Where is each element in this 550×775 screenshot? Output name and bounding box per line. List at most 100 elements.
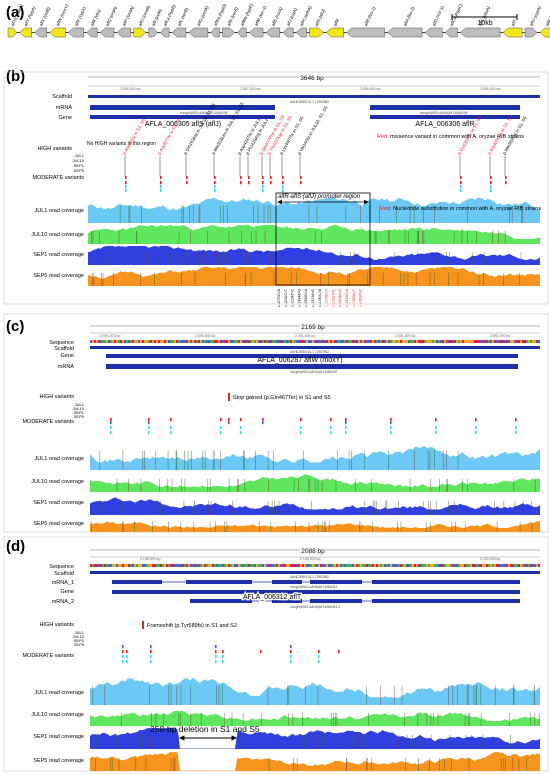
sequence-base bbox=[228, 340, 230, 343]
sequence-base bbox=[374, 564, 376, 567]
sequence-base bbox=[310, 340, 312, 343]
sequence-base bbox=[168, 340, 170, 343]
sequence-base bbox=[370, 564, 372, 567]
variant-tick bbox=[505, 176, 507, 180]
sequence-base bbox=[452, 564, 454, 567]
sequence-base bbox=[128, 340, 130, 343]
sequence-base bbox=[286, 564, 288, 567]
sequence-base bbox=[354, 564, 356, 567]
gene-arrow bbox=[524, 27, 538, 38]
panel-d-sample-jul1: JUL1 bbox=[75, 630, 85, 635]
sequence-base bbox=[150, 340, 152, 343]
sequence-base bbox=[380, 564, 382, 567]
sequence-base bbox=[336, 564, 338, 567]
sequence-base bbox=[526, 340, 528, 343]
variant-tick bbox=[126, 650, 128, 654]
sequence-base bbox=[510, 564, 512, 567]
sequence-base bbox=[482, 340, 484, 343]
sequence-base bbox=[326, 340, 328, 343]
panel-b-tick-1: 2,558,000 bp bbox=[120, 87, 140, 91]
promoter-nt-substitutions: c.-2070G>A c.-2051C>T c.-2034T>C c.-1994A>G… bbox=[277, 288, 363, 307]
panel-d-tick-3: 2,200,000 bp bbox=[480, 557, 500, 561]
sequence-base bbox=[298, 340, 300, 343]
sequence-base bbox=[200, 340, 202, 343]
sequence-base bbox=[210, 340, 212, 343]
panel-c-row-jul1: JUL1 read coverage bbox=[34, 456, 84, 462]
panel-c-sample-sep5: SEP5 bbox=[74, 414, 85, 419]
promoter-nt-label: c.-1994A>G bbox=[297, 289, 301, 308]
variant-tick bbox=[148, 431, 150, 435]
sequence-base bbox=[522, 564, 524, 567]
coverage-area bbox=[88, 246, 540, 265]
sequence-base bbox=[438, 340, 440, 343]
variant-tick bbox=[126, 660, 128, 664]
panel-d-row-jul10: JUL10 read coverage bbox=[31, 712, 84, 718]
sequence-base bbox=[532, 340, 534, 343]
sequence-base bbox=[146, 564, 148, 567]
sequence-base bbox=[370, 340, 372, 343]
promoter-nt-label: c.-1780C>A bbox=[318, 288, 322, 307]
sequence-base bbox=[390, 564, 392, 567]
sequence-base bbox=[98, 564, 100, 567]
sequence-base bbox=[116, 564, 118, 567]
sequence-base bbox=[368, 564, 370, 567]
mrna-id-left: rna-gnl|WGS:AAHA|AFLA006305 bbox=[180, 111, 228, 115]
gene-cluster-map: aflYa (nadA)aflY (hypA) aflX (ordB) aflW (… bbox=[7, 2, 550, 38]
sequence-base bbox=[364, 340, 366, 343]
variant-tick bbox=[148, 418, 150, 422]
variant-tick bbox=[150, 655, 152, 659]
gene-arrow-label: aflJ (estA) bbox=[285, 7, 298, 27]
sequence-base bbox=[534, 340, 536, 343]
sequence-base bbox=[534, 564, 536, 567]
sequence-base bbox=[286, 340, 288, 343]
panel-b-row-scaffold: Scaffold bbox=[52, 94, 72, 100]
sequence-base bbox=[124, 340, 126, 343]
gene-arrow-label: aflQ (ordA) bbox=[104, 5, 118, 27]
sequence-base bbox=[508, 340, 510, 343]
variant-tick bbox=[282, 185, 284, 189]
variant-tick bbox=[515, 431, 517, 435]
gene-arrow-label: aflV (cypX) bbox=[73, 5, 87, 27]
sequence-base bbox=[178, 564, 180, 567]
sequence-base bbox=[166, 340, 168, 343]
sequence-base bbox=[176, 564, 178, 567]
variant-tick bbox=[435, 426, 437, 430]
gene-arrow bbox=[210, 27, 220, 38]
gene-aflW-label: AFLA_006287 aflW (moxY) bbox=[257, 357, 342, 364]
mrna-1-track bbox=[112, 580, 520, 584]
sequence-base bbox=[460, 564, 462, 567]
sequence-base bbox=[474, 564, 476, 567]
sequence-base bbox=[524, 564, 526, 567]
sequence-base bbox=[536, 340, 538, 343]
sequence-base bbox=[116, 340, 118, 343]
sequence-base bbox=[150, 564, 152, 567]
sequence-base bbox=[460, 340, 462, 343]
variant-tick bbox=[318, 660, 320, 664]
panel-d-sequence-track bbox=[90, 564, 540, 567]
promoter-nt-label: c.-1569C>T bbox=[352, 289, 356, 307]
panel-c-row-sequence: Sequence bbox=[49, 340, 74, 346]
sequence-base bbox=[532, 564, 534, 567]
sequence-base bbox=[518, 340, 520, 343]
sequence-base bbox=[128, 564, 130, 567]
gene-arrow bbox=[160, 27, 170, 38]
sequence-base bbox=[204, 340, 206, 343]
sequence-base bbox=[262, 340, 264, 343]
sequence-base bbox=[186, 564, 188, 567]
sequence-base bbox=[194, 340, 196, 343]
variant-tick bbox=[290, 655, 292, 659]
variant-tick bbox=[515, 426, 517, 430]
panel-b-coverage-tracks bbox=[88, 197, 540, 286]
sequence-base bbox=[490, 564, 492, 567]
no-high-variants-note: No HIGH variants in this region bbox=[87, 141, 156, 147]
gene-arrow-label: aflP (omtA) bbox=[121, 5, 135, 27]
sequence-base bbox=[136, 340, 138, 343]
panel-b-variant-ticks bbox=[125, 176, 507, 193]
variant-tick bbox=[148, 426, 150, 430]
sequence-base bbox=[420, 340, 422, 343]
sequence-base bbox=[378, 340, 380, 343]
sequence-base bbox=[446, 564, 448, 567]
sequence-base bbox=[224, 340, 226, 343]
sequence-base bbox=[246, 340, 248, 343]
sequence-base bbox=[152, 340, 154, 343]
